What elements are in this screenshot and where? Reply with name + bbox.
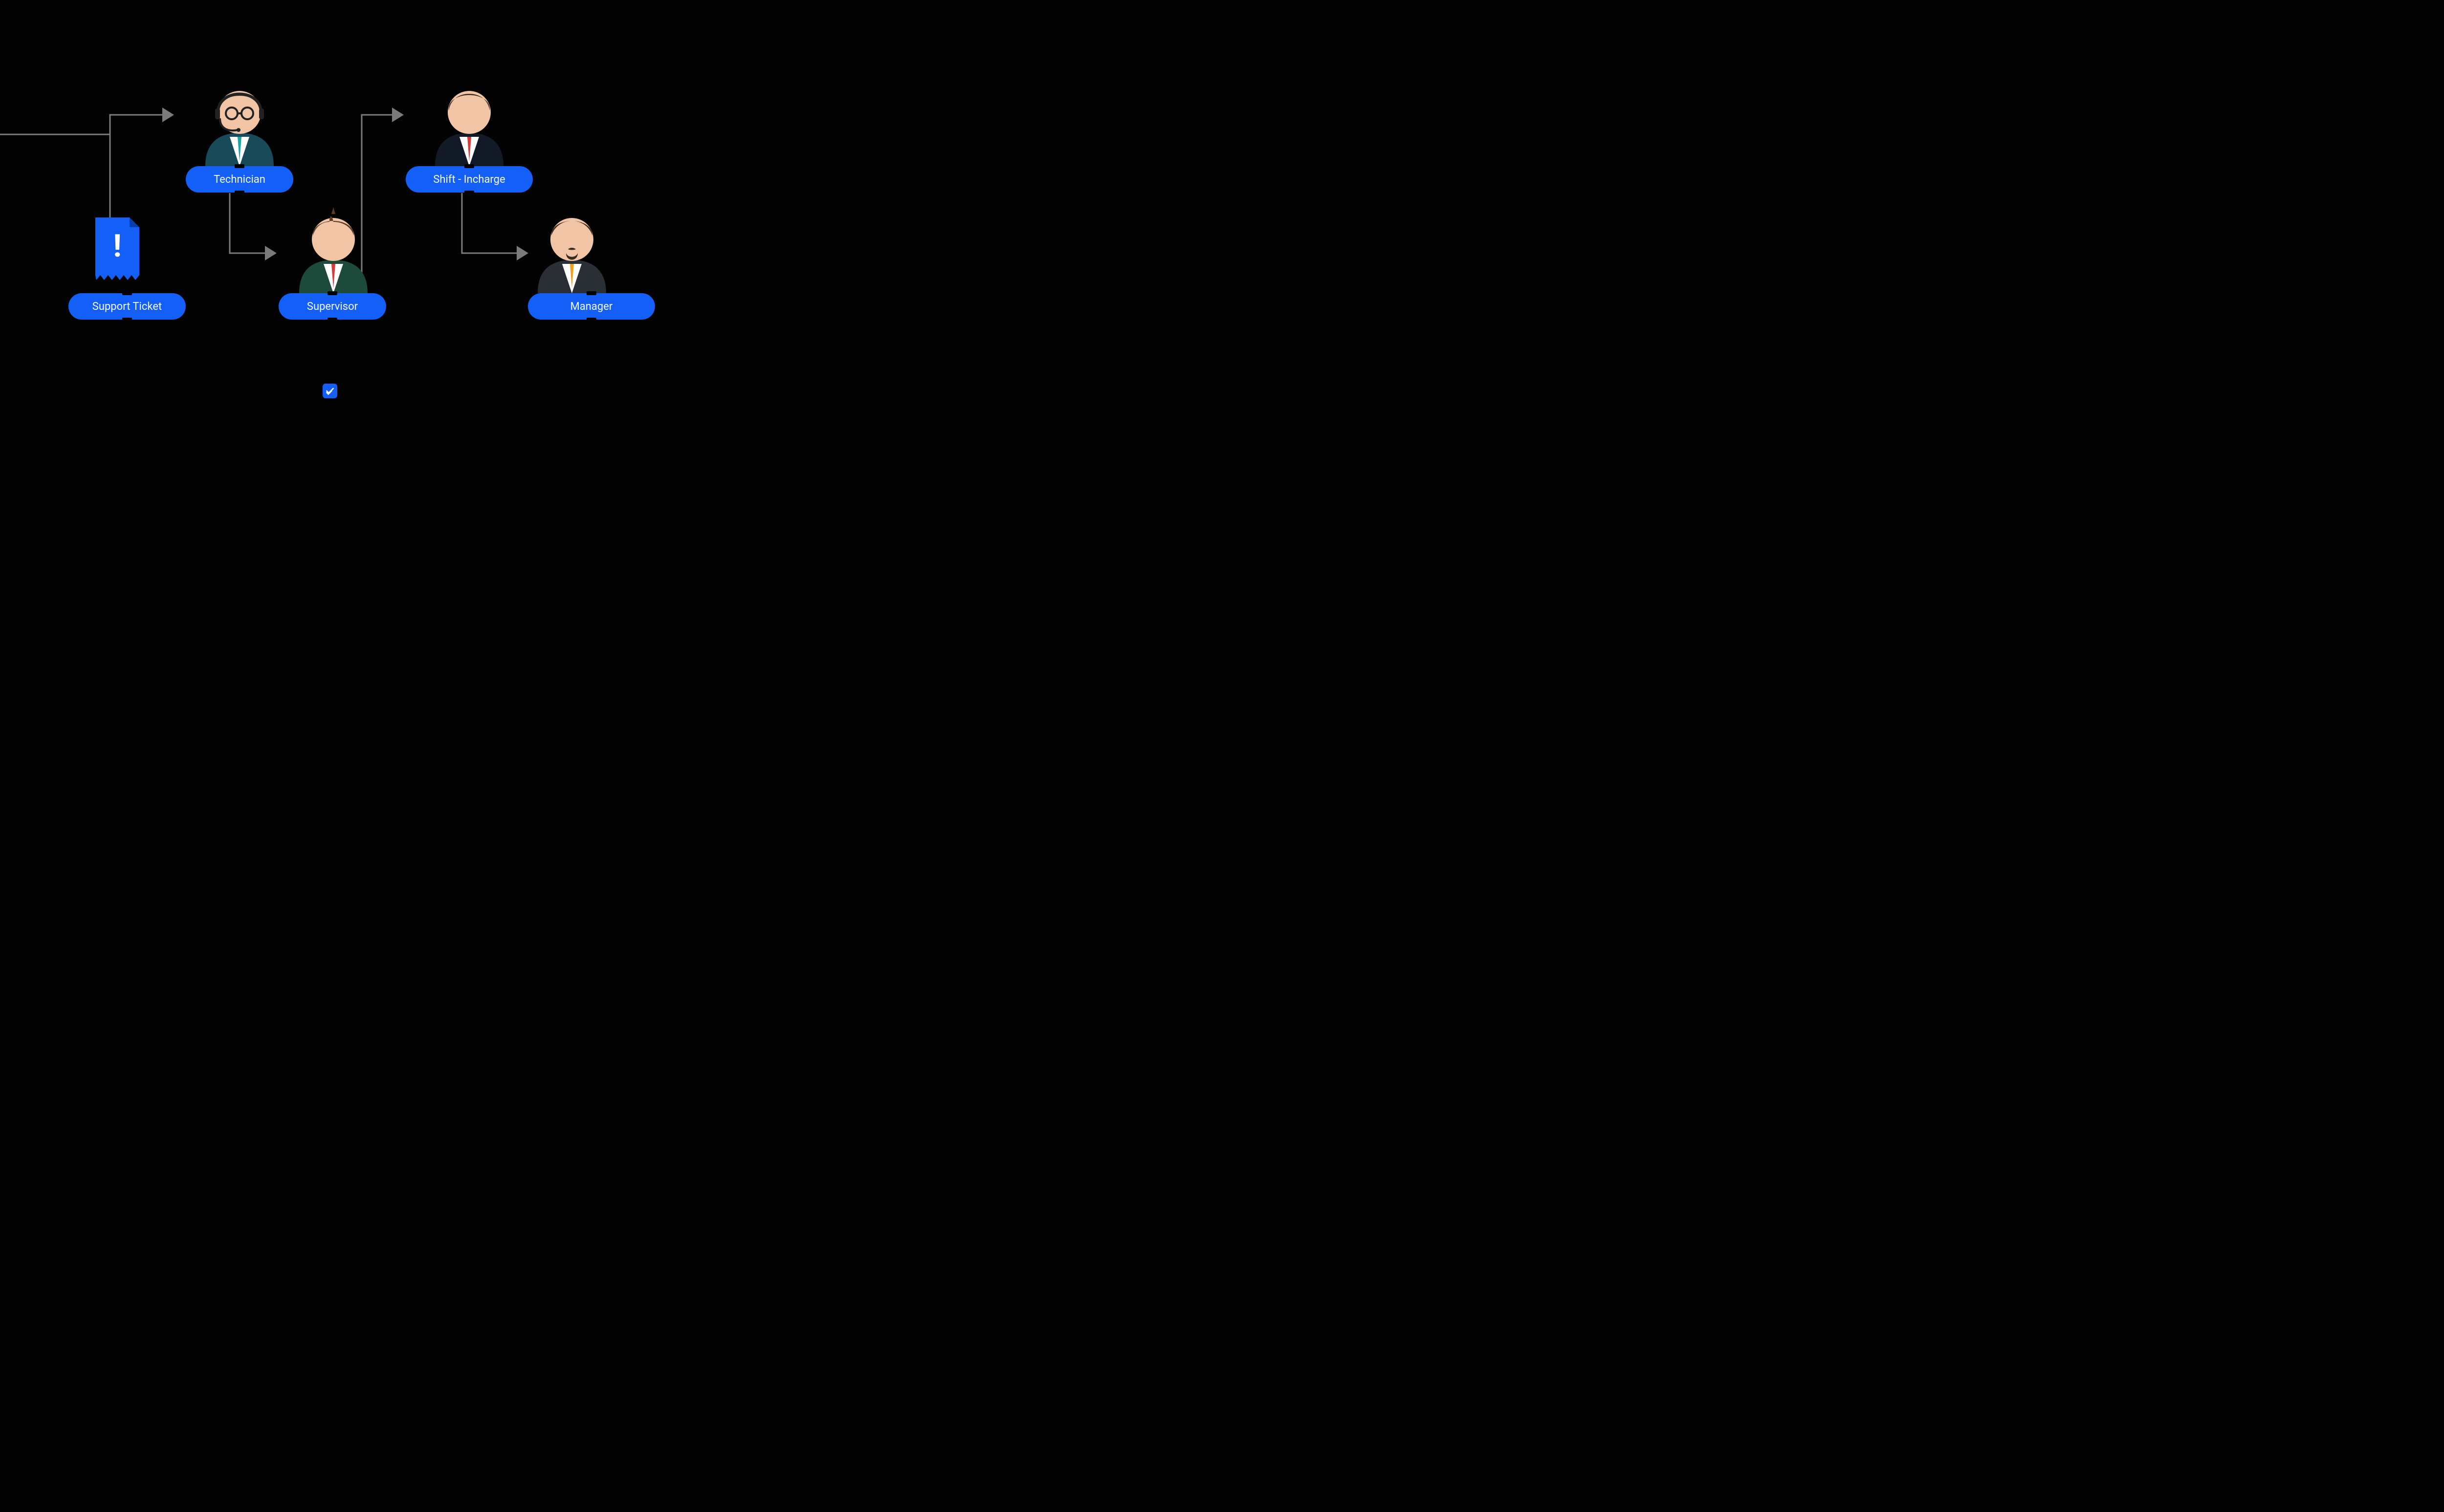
edge-technician-supervisor — [230, 193, 274, 253]
supervisor-text: Supervisor — [307, 301, 358, 313]
support-ticket-icon: ! — [90, 217, 144, 286]
headset-mic — [237, 128, 240, 132]
headset-ear-right — [259, 108, 264, 119]
supervisor-head — [312, 218, 355, 261]
shift-incharge-label: Shift - Incharge — [406, 166, 533, 193]
shift-incharge-text: Shift - Incharge — [433, 173, 505, 186]
footer-badge-icon — [323, 384, 337, 398]
manager-label: Manager — [528, 293, 655, 320]
ticket-exclaim: ! — [113, 228, 121, 264]
edge-shiftincharge-manager — [462, 193, 525, 253]
headset-ear-left — [215, 108, 220, 119]
manager-avatar — [528, 205, 616, 293]
shift-head — [448, 91, 491, 134]
escalation-flow-diagram: ! — [0, 0, 708, 410]
support-ticket-label: Support Ticket — [68, 293, 186, 320]
manager-head — [550, 218, 593, 261]
supervisor-avatar — [289, 205, 377, 293]
technician-label: Technician — [186, 166, 293, 193]
technician-avatar — [196, 78, 284, 166]
technician-text: Technician — [214, 173, 265, 186]
support-ticket-text: Support Ticket — [92, 301, 162, 313]
supervisor-label: Supervisor — [279, 293, 386, 320]
shift-incharge-avatar — [425, 78, 513, 166]
ticket-fold — [130, 217, 139, 227]
manager-text: Manager — [570, 301, 613, 313]
edge-ticket-technician — [110, 115, 171, 220]
